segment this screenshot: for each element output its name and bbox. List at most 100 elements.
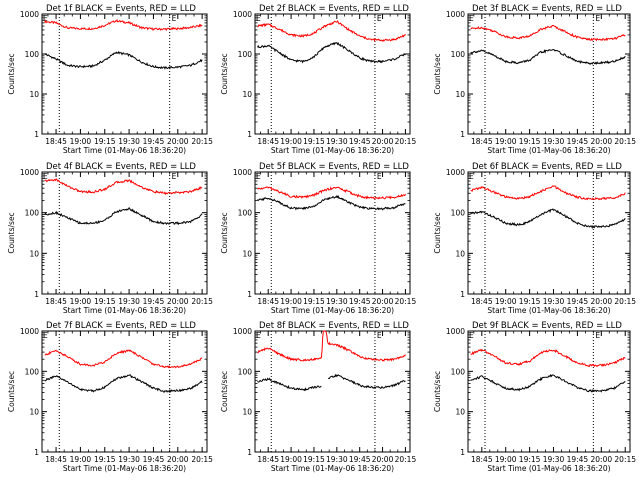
panel-title: Det 6f BLACK = Events, RED = LLD [472,162,622,172]
panel-title: Det 1f BLACK = Events, RED = LLD [46,4,196,14]
detector-panel-1: Det 1f BLACK = Events, RED = LLD 1 10 100 10… [7,4,213,155]
lld-rate-line [257,20,406,42]
x-tick-label: 18:45 [257,297,279,306]
x-tick-label: 19:45 [143,455,165,464]
flag-label-e-left: E [43,14,48,23]
y-tick-label: 1000 [233,10,252,19]
detector-panel-9: Det 9f BLACK = Events, RED = LLD 1 10 100 10… [433,321,636,473]
panel-title: Det 5f BLACK = Events, RED = LLD [259,162,409,172]
y-tick-label: 100 [25,50,40,59]
x-tick-label: 20:00 [167,137,189,146]
x-tick-label: 18:45 [45,137,67,146]
lld-rate-line [470,348,626,368]
x-tick-label: 20:00 [372,137,394,146]
y-tick-label: 10 [242,249,252,258]
x-axis-label: Start Time (01-May-06 18:36:20) [487,464,610,473]
lld-rate-line [470,25,626,42]
event-rate-line [257,41,406,64]
plot-frame [467,13,631,135]
y-tick-label: 1000 [446,327,465,336]
y-tick-label: 1 [34,130,39,139]
y-tick-label: 100 [238,209,253,218]
flag-label-e-left: E [43,331,48,340]
plot-frame [41,171,208,295]
flag-label-e: E [377,331,382,340]
x-axis-label: Start Time (01-May-06 18:36:20) [487,146,610,155]
detector-panel-3: Det 3f BLACK = Events, RED = LLD 1 10 100 10… [433,4,636,155]
x-tick-label: 19:45 [567,455,589,464]
y-tick-label: 10 [29,90,39,99]
y-axis-label: Counts/sec [220,53,229,94]
flag-label-e: E [172,14,177,23]
y-tick-label: 1 [460,290,465,299]
x-tick-label: 19:15 [303,137,325,146]
x-tick-label: 19:15 [303,297,325,306]
y-tick-label: 1000 [20,327,39,336]
x-tick-label: 19:45 [567,137,589,146]
x-tick-label: 20:15 [395,137,417,146]
x-tick-label: 19:45 [143,137,165,146]
y-axis-label: Counts/sec [433,212,442,253]
flag-label-e-left: E [469,14,474,23]
y-tick-label: 100 [238,367,253,376]
x-tick-label: 20:15 [191,297,213,306]
flag-label-e: E [595,331,600,340]
y-tick-label: 100 [451,50,466,59]
flag-label-e: E [595,14,600,23]
y-axis-label: Counts/sec [7,212,16,253]
x-tick-label: 20:15 [395,455,417,464]
x-tick-label: 18:45 [471,137,493,146]
plot-frame [254,330,411,453]
x-tick-label: 20:00 [167,455,189,464]
x-tick-label: 20:15 [395,297,417,306]
y-tick-label: 10 [242,90,252,99]
x-tick-label: 20:00 [591,455,613,464]
lld-rate-line [257,186,406,200]
x-tick-label: 19:15 [94,137,116,146]
event-rate-line [470,48,626,66]
lld-rate-line [257,330,406,362]
panel-title: Det 7f BLACK = Events, RED = LLD [46,321,196,331]
flag-label-e: E [595,172,600,181]
y-axis-label: Counts/sec [433,53,442,94]
event-rate-line [470,208,626,230]
panel-title: Det 2f BLACK = Events, RED = LLD [259,4,409,14]
x-tick-label: 19:00 [280,455,302,464]
x-tick-label: 18:45 [45,297,67,306]
x-tick-label: 20:15 [614,297,636,306]
x-tick-label: 19:00 [70,455,92,464]
y-tick-label: 10 [455,249,465,258]
y-tick-label: 1000 [233,168,252,177]
x-tick-label: 20:00 [591,297,613,306]
y-tick-label: 10 [455,90,465,99]
event-rate-line [44,206,203,226]
y-tick-label: 100 [25,209,40,218]
event-rate-line [470,373,626,393]
event-rate-line [257,373,406,392]
x-tick-label: 20:00 [372,455,394,464]
x-tick-label: 19:00 [280,297,302,306]
x-tick-label: 19:00 [70,297,92,306]
event-rate-line [44,51,203,70]
plot-frame [467,330,631,453]
x-axis-label: Start Time (01-May-06 18:36:20) [271,464,394,473]
detector-panel-7: Det 7f BLACK = Events, RED = LLD 1 10 100 10… [7,321,213,473]
x-tick-label: 18:45 [257,137,279,146]
flag-label-e: E [377,172,382,181]
lld-rate-line [44,349,203,369]
x-tick-label: 19:30 [118,137,140,146]
y-tick-label: 1 [247,290,252,299]
plot-frame [254,13,411,135]
y-tick-label: 10 [29,408,39,417]
x-tick-label: 20:15 [191,137,213,146]
x-tick-label: 19:00 [70,137,92,146]
x-tick-label: 19:00 [495,455,517,464]
lld-rate-line [44,18,203,32]
panel-title: Det 9f BLACK = Events, RED = LLD [472,321,622,331]
x-tick-label: 19:30 [118,455,140,464]
y-tick-label: 10 [29,249,39,258]
flag-label-e: E [377,14,382,23]
x-tick-label: 20:15 [191,455,213,464]
plot-frame [41,13,208,135]
y-tick-label: 100 [451,367,466,376]
